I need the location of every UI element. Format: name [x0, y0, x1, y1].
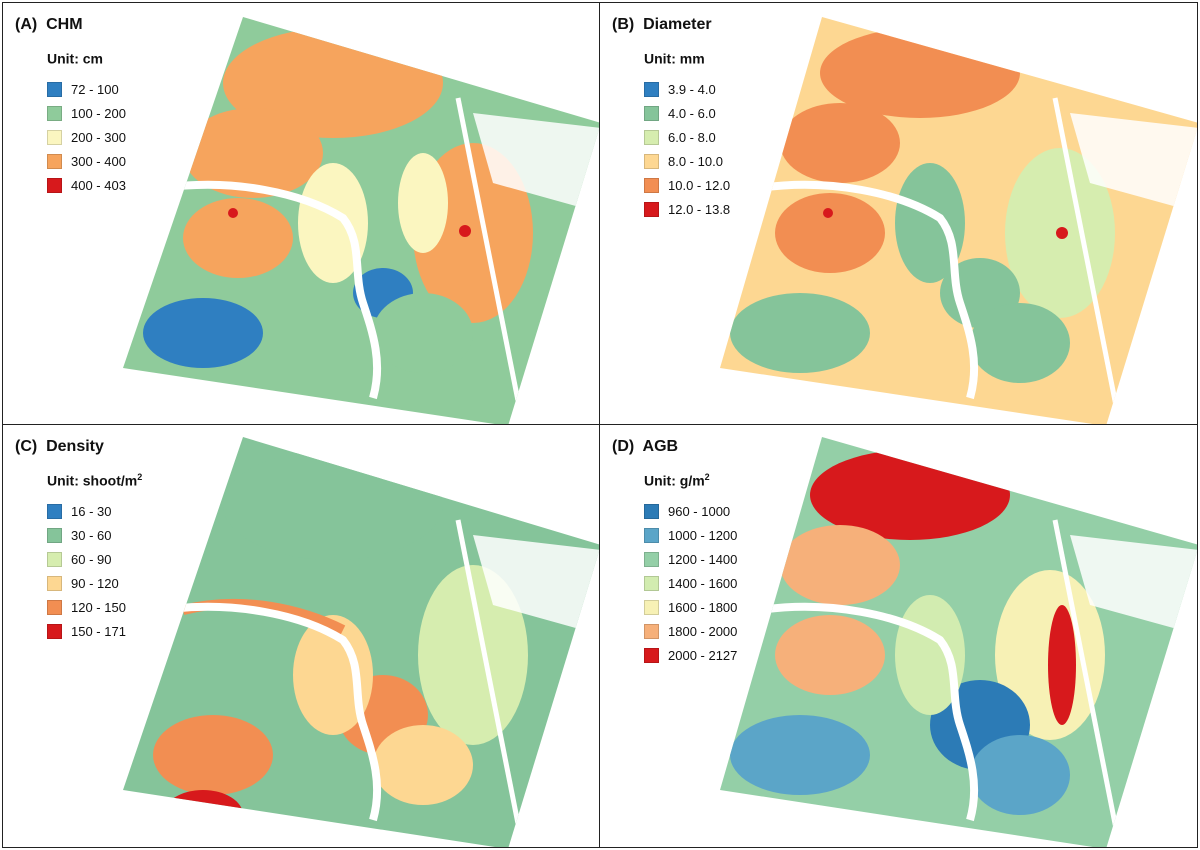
legend-label: 90 - 120: [71, 575, 119, 591]
legend-label: 60 - 90: [71, 551, 112, 567]
legend-label: 150 - 171: [71, 623, 126, 639]
map-density: [123, 437, 599, 847]
panel-title: (C) Density: [15, 438, 104, 455]
panel-density: (C) Density Unit: shoot/m2 16 - 30 30 - 6…: [2, 424, 600, 848]
panel-agb: (D) AGB Unit: g/m2 960 - 1000 1000 - 1200…: [599, 424, 1198, 848]
unit-label: Unit: g/m2: [644, 472, 710, 489]
panel-title: (B) Diameter: [612, 16, 712, 33]
legend-swatch: [644, 177, 659, 193]
legend-label: 1600 - 1800: [668, 599, 738, 615]
legend-item: 90 - 120: [47, 571, 126, 595]
panel-title: (A) CHM: [15, 16, 83, 33]
legend-item: 6.0 - 8.0: [644, 125, 730, 149]
legend-swatch: [47, 105, 62, 121]
legend-label: 1000 - 1200: [668, 527, 738, 543]
legend-swatch: [644, 551, 659, 567]
legend-item: 16 - 30: [47, 499, 126, 523]
legend-item: 2000 - 2127: [644, 643, 737, 667]
legend-label: 72 - 100: [71, 81, 119, 97]
legend-swatch: [47, 153, 62, 169]
legend: 960 - 1000 1000 - 1200 1200 - 1400 1400 - 1…: [644, 499, 737, 667]
legend-swatch: [47, 623, 62, 639]
legend-item: 200 - 300: [47, 125, 126, 149]
legend-label: 1400 - 1600: [668, 575, 738, 591]
legend-label: 12.0 - 13.8: [668, 201, 731, 217]
legend-swatch: [644, 153, 659, 169]
legend-item: 1000 - 1200: [644, 523, 737, 547]
legend-label: 400 - 403: [71, 177, 126, 193]
map-diameter: [720, 17, 1197, 424]
legend-label: 100 - 200: [71, 105, 126, 121]
legend-item: 150 - 171: [47, 619, 126, 643]
legend-item: 3.9 - 4.0: [644, 77, 730, 101]
legend-swatch: [644, 647, 659, 663]
legend: 72 - 100 100 - 200 200 - 300 300 - 400 400 -…: [47, 77, 126, 197]
legend-swatch: [47, 599, 62, 615]
legend-label: 1200 - 1400: [668, 551, 738, 567]
legend-item: 400 - 403: [47, 173, 126, 197]
legend: 16 - 30 30 - 60 60 - 90 90 - 120 120 - 150 15…: [47, 499, 126, 643]
panel-diameter: (B) Diameter Unit: mm 3.9 - 4.0 4.0 - 6.0…: [599, 2, 1198, 425]
legend-swatch: [47, 177, 62, 193]
legend-swatch: [644, 129, 659, 145]
panel-title: (D) AGB: [612, 438, 679, 455]
legend-label: 2000 - 2127: [668, 647, 738, 663]
legend-item: 100 - 200: [47, 101, 126, 125]
legend-swatch: [644, 623, 659, 639]
legend-swatch: [644, 503, 659, 519]
legend-swatch: [47, 129, 62, 145]
legend-item: 300 - 400: [47, 149, 126, 173]
unit-label: Unit: shoot/m2: [47, 472, 143, 489]
legend-label: 6.0 - 8.0: [668, 129, 716, 145]
legend-label: 300 - 400: [71, 153, 126, 169]
legend-label: 3.9 - 4.0: [668, 81, 716, 97]
unit-label: Unit: cm: [47, 50, 103, 67]
map-chm: [123, 17, 599, 424]
legend-item: 60 - 90: [47, 547, 126, 571]
legend-item: 4.0 - 6.0: [644, 101, 730, 125]
legend-item: 1800 - 2000: [644, 619, 737, 643]
legend-item: 1600 - 1800: [644, 595, 737, 619]
legend-item: 30 - 60: [47, 523, 126, 547]
legend-label: 10.0 - 12.0: [668, 177, 731, 193]
legend-swatch: [47, 81, 62, 97]
unit-label: Unit: mm: [644, 50, 705, 67]
legend-label: 30 - 60: [71, 527, 112, 543]
legend-swatch: [47, 551, 62, 567]
legend-label: 16 - 30: [71, 503, 112, 519]
legend-item: 1400 - 1600: [644, 571, 737, 595]
legend-item: 10.0 - 12.0: [644, 173, 730, 197]
panel-chm: (A) CHM Unit: cm 72 - 100 100 - 200 200 - …: [2, 2, 600, 425]
legend-label: 4.0 - 6.0: [668, 105, 716, 121]
legend: 3.9 - 4.0 4.0 - 6.0 6.0 - 8.0 8.0 - 10.0 10.…: [644, 77, 730, 221]
legend-label: 1800 - 2000: [668, 623, 738, 639]
legend-swatch: [47, 503, 62, 519]
legend-label: 8.0 - 10.0: [668, 153, 723, 169]
legend-swatch: [47, 527, 62, 543]
legend-item: 72 - 100: [47, 77, 126, 101]
legend-swatch: [644, 105, 659, 121]
legend-label: 200 - 300: [71, 129, 126, 145]
legend-item: 960 - 1000: [644, 499, 737, 523]
legend-item: 120 - 150: [47, 595, 126, 619]
legend-swatch: [47, 575, 62, 591]
legend-swatch: [644, 81, 659, 97]
legend-swatch: [644, 575, 659, 591]
legend-item: 8.0 - 10.0: [644, 149, 730, 173]
legend-item: 1200 - 1400: [644, 547, 737, 571]
legend-swatch: [644, 201, 659, 217]
legend-item: 12.0 - 13.8: [644, 197, 730, 221]
map-agb: [720, 437, 1197, 847]
legend-swatch: [644, 599, 659, 615]
legend-label: 120 - 150: [71, 599, 126, 615]
legend-swatch: [644, 527, 659, 543]
legend-label: 960 - 1000: [668, 503, 731, 519]
